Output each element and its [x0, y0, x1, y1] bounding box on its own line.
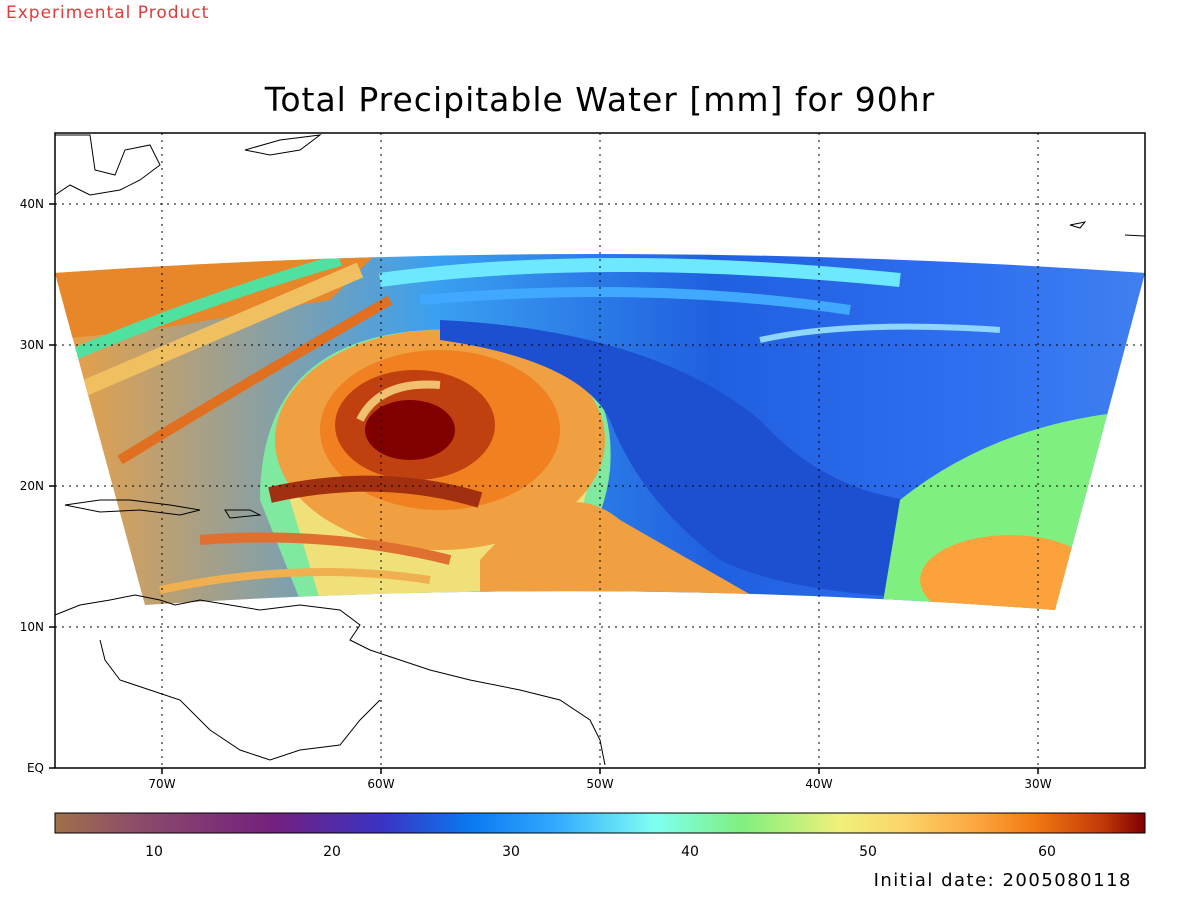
experimental-product-label: Experimental Product [6, 3, 210, 23]
colorbar-label: 50 [859, 844, 877, 860]
lat-tick-label: EQ [27, 761, 44, 775]
colorbar-label: 20 [323, 844, 341, 860]
lon-tick-label: 40W [805, 777, 832, 791]
colorbar [54, 812, 1146, 834]
coastlines [54, 134, 1146, 766]
initial-date-label: Initial date: 2005080118 [873, 870, 1132, 891]
colorbar-label: 10 [145, 844, 163, 860]
colorbar-label: 60 [1038, 844, 1056, 860]
precipitable-water-field [55, 254, 1145, 610]
lat-tick-label: 20N [20, 479, 44, 493]
lat-tick-label: 40N [20, 197, 44, 211]
gridlines [55, 133, 1145, 768]
colorbar-label: 40 [681, 844, 699, 860]
lon-tick-label: 70W [148, 777, 175, 791]
lon-tick-label: 60W [367, 777, 394, 791]
lon-tick-label: 30W [1024, 777, 1051, 791]
map-title: Total Precipitable Water [mm] for 90hr [264, 80, 936, 119]
lat-tick-label: 10N [20, 620, 44, 634]
lon-tick-label: 50W [586, 777, 613, 791]
colorbar-label: 30 [502, 844, 520, 860]
lat-tick-label: 30N [20, 338, 44, 352]
